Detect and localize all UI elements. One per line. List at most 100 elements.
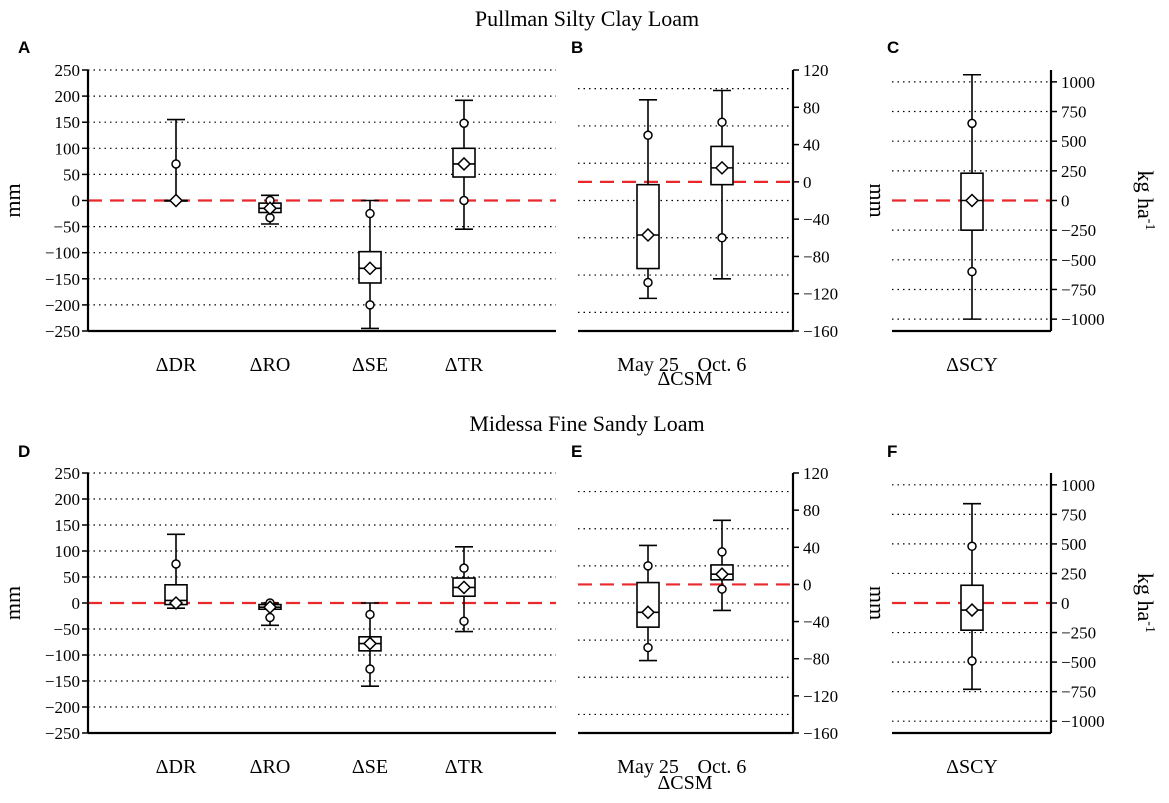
x-tick-label: ΔSE: [352, 354, 388, 376]
y-tick-label: −200: [45, 698, 80, 717]
percentile-high-marker: [717, 547, 727, 557]
box-scy: [960, 502, 984, 691]
y-tick-label: 80: [803, 501, 820, 520]
mean-marker: [964, 603, 980, 618]
y-tick-label: −160: [803, 322, 838, 341]
y-tick-label: −40: [803, 613, 830, 632]
y-tick-label: −150: [45, 270, 80, 289]
panel-b: B 120 80 40 0 −40 −80 −120 −160 mm May 25 Oct. 6ΔCS…: [571, 38, 890, 390]
percentile-low-marker: [717, 233, 727, 243]
percentile-high-marker: [459, 563, 469, 573]
percentile-low-marker: [459, 616, 469, 626]
y-tick-label: 250: [1061, 162, 1087, 181]
x-tick-label: Oct. 6: [698, 354, 747, 376]
percentile-high-marker: [171, 159, 181, 169]
x-tick-label: Oct. 6: [698, 756, 747, 778]
y-tick-label: 200: [55, 87, 81, 106]
y-axis-label: mm: [865, 586, 890, 620]
panel-a: A 250 200 150 100 50 0 −50 −100 −150 −200 −250 mm ΔDR…: [0, 38, 556, 376]
box-oct6: [710, 519, 734, 612]
box-oct6: [710, 89, 734, 280]
y-tick-label: 0: [803, 575, 812, 594]
mean-marker: [714, 160, 730, 175]
y-tick-label: 80: [803, 98, 820, 117]
box-se: [358, 602, 382, 688]
panel-label: F: [887, 442, 897, 461]
box-may25: [636, 99, 660, 300]
x-tick-label: May 25: [617, 756, 679, 778]
box-may25: [636, 544, 660, 662]
y-axis-label-superscript: -1: [1142, 219, 1157, 231]
percentile-low-marker: [967, 656, 977, 666]
x-axis-label: ΔCSM: [657, 772, 712, 794]
mean-marker: [964, 193, 980, 208]
percentile-high-marker: [365, 208, 375, 219]
y-tick-label: 50: [63, 568, 80, 587]
y-tick-label: 100: [55, 542, 81, 561]
y-tick-label: −100: [45, 244, 80, 263]
y-tick-label: −250: [45, 322, 80, 341]
y-tick-label: 250: [55, 61, 81, 80]
y-tick-label: −160: [803, 724, 838, 743]
percentile-high-marker: [967, 118, 977, 129]
x-tick-label: ΔSCY: [946, 354, 998, 376]
panel-d: D 250 200 150 100 50 0 −50 −100 −150 −200 −250 mm ΔDR…: [0, 442, 556, 778]
y-tick-label: 150: [55, 516, 81, 535]
mean-marker: [262, 600, 278, 615]
panel-f: F 1000 750 500 250 0 −250 −500 −750 −1000 kg ha-1 Δ…: [887, 442, 1158, 778]
box-ro: [258, 194, 282, 225]
percentile-high-marker: [643, 130, 653, 140]
x-axis-label: ΔCSM: [657, 368, 712, 390]
box-dr: [164, 533, 188, 611]
y-tick-label: 150: [55, 113, 81, 132]
mean-marker: [456, 580, 472, 595]
percentile-high-marker: [643, 561, 653, 571]
percentile-high-marker: [365, 609, 375, 620]
y-tick-label: −750: [1061, 683, 1096, 702]
percentile-low-marker: [643, 642, 653, 653]
panel-label: A: [18, 38, 30, 57]
panel-c: C 1000 750 500 250 0 −250 −500 −750 −1000 kg ha-1 Δ…: [887, 38, 1158, 376]
box-dr: [164, 118, 188, 208]
y-tick-label: −120: [803, 687, 838, 706]
y-tick-label: 0: [72, 192, 81, 211]
percentile-high-marker: [171, 559, 181, 569]
y-tick-label: 1000: [1061, 476, 1095, 495]
y-tick-label: −100: [45, 646, 80, 665]
panel-label: D: [18, 442, 30, 461]
x-tick-label: ΔSCY: [946, 756, 998, 778]
percentile-low-marker: [365, 664, 375, 674]
y-tick-label: −50: [53, 620, 80, 639]
panel-label: E: [571, 442, 582, 461]
y-tick-label: 250: [55, 464, 81, 483]
y-axis-label: mm: [0, 183, 25, 217]
box-scy: [960, 73, 984, 320]
row-title-bottom: Midessa Fine Sandy Loam: [469, 411, 704, 436]
y-tick-label: −750: [1061, 280, 1096, 299]
mean-marker: [640, 605, 656, 620]
y-tick-label: −150: [45, 672, 80, 691]
y-tick-label: 250: [1061, 564, 1087, 583]
percentile-low-marker: [459, 195, 469, 206]
y-axis-label: kg ha-1: [1133, 573, 1158, 633]
y-axis-label-superscript: -1: [1142, 621, 1157, 633]
y-tick-label: 100: [55, 139, 81, 158]
row-title-top: Pullman Silty Clay Loam: [475, 6, 699, 31]
x-tick-label: ΔRO: [250, 354, 291, 376]
x-tick-label: ΔTR: [445, 354, 484, 376]
y-tick-label: −50: [53, 218, 80, 237]
y-tick-label: 0: [1061, 192, 1070, 211]
mean-marker: [168, 193, 184, 208]
percentile-high-marker: [967, 541, 977, 552]
y-tick-label: 0: [72, 594, 81, 613]
y-tick-label: −40: [803, 210, 830, 229]
y-tick-label: −80: [803, 650, 830, 669]
mean-marker: [456, 156, 472, 172]
y-tick-label: 750: [1061, 103, 1087, 122]
x-tick-label: ΔRO: [250, 756, 291, 778]
mean-marker: [640, 227, 656, 243]
y-tick-label: 1000: [1061, 73, 1095, 92]
y-axis-label: mm: [865, 183, 890, 217]
box-iqr: [636, 581, 660, 628]
percentile-high-marker: [717, 117, 727, 127]
